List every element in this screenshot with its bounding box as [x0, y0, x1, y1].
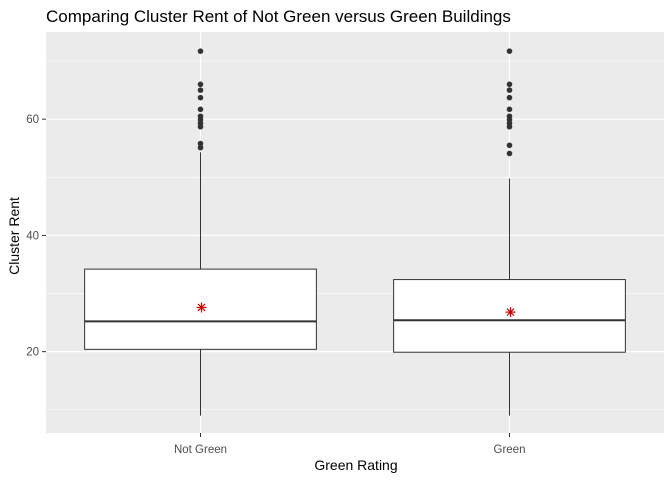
outlier-point	[506, 48, 513, 54]
mean-marker-stroke	[506, 308, 515, 317]
outlier-point	[197, 81, 204, 88]
box-group	[393, 48, 626, 416]
x-axis: Not Green Green	[174, 433, 526, 456]
mean-marker-stroke	[197, 303, 206, 312]
outlier-point	[506, 106, 513, 113]
y-tick-label: 40	[26, 230, 39, 242]
outlier-point	[506, 142, 513, 149]
outlier-point	[506, 113, 513, 120]
y-tick-label: 60	[26, 114, 39, 126]
outlier-point	[197, 87, 204, 93]
outlier-point	[197, 106, 204, 113]
outlier-point	[506, 150, 513, 157]
mean-marker	[505, 307, 516, 318]
outlier-point	[197, 48, 204, 54]
outlier-point	[506, 94, 513, 101]
y-axis: 20 40 60	[26, 114, 46, 359]
outlier-point	[197, 140, 204, 147]
x-tick-label: Not Green	[174, 444, 227, 456]
outlier-point	[506, 87, 513, 93]
y-tick-label: 20	[26, 347, 39, 359]
outlier-point	[197, 144, 204, 151]
x-tick-label: Green	[494, 444, 526, 456]
chart-title: Comparing Cluster Rent of Not Green vers…	[46, 7, 511, 26]
box-group	[84, 48, 317, 416]
y-axis-title: Cluster Rent	[6, 197, 22, 275]
x-axis-title: Green Rating	[314, 457, 397, 473]
outlier-point	[506, 81, 513, 88]
boxes	[84, 48, 626, 416]
box	[393, 279, 626, 353]
plot-panel	[46, 32, 664, 433]
outlier-point	[197, 94, 204, 101]
outlier-point	[197, 113, 204, 120]
mean-marker	[196, 302, 207, 313]
